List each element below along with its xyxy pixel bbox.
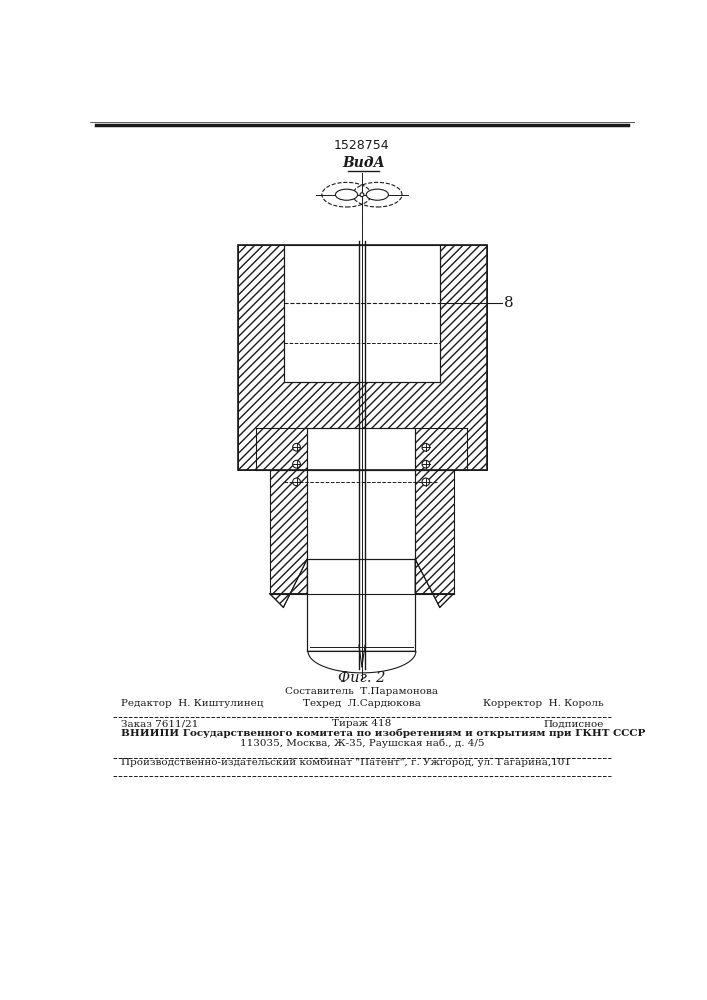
Polygon shape — [269, 470, 308, 594]
Ellipse shape — [366, 189, 388, 200]
Text: Редактор  Н. Киштулинец: Редактор Н. Киштулинец — [121, 699, 264, 708]
Polygon shape — [415, 428, 467, 470]
Text: Корректор  Н. Король: Корректор Н. Король — [483, 699, 604, 708]
Circle shape — [422, 443, 430, 451]
Text: 1528754: 1528754 — [334, 139, 390, 152]
Polygon shape — [284, 245, 440, 382]
Circle shape — [360, 193, 364, 197]
Circle shape — [422, 478, 430, 486]
Text: ВНИИПИ Государственного комитета по изобретениям и открытиям при ГКНТ СССР: ВНИИПИ Государственного комитета по изоб… — [121, 728, 645, 738]
Circle shape — [293, 478, 300, 486]
Polygon shape — [269, 559, 308, 607]
Text: ВидА: ВидА — [342, 156, 385, 170]
Text: Тираж 418: Тираж 418 — [332, 719, 392, 728]
Polygon shape — [308, 559, 415, 651]
Text: Подписное: Подписное — [544, 719, 604, 728]
Text: Производственно-издательский комбинат "Патент", г. Ужгород, ул. Гагарина,101: Производственно-издательский комбинат "П… — [121, 757, 571, 767]
Text: Составитель  Т.Парамонова: Составитель Т.Парамонова — [286, 687, 438, 696]
Circle shape — [422, 460, 430, 468]
Text: 113035, Москва, Ж-35, Раушская наб., д. 4/5: 113035, Москва, Ж-35, Раушская наб., д. … — [240, 738, 484, 748]
Text: 8: 8 — [503, 296, 513, 310]
Circle shape — [293, 443, 300, 451]
Text: Заказ 7611/21: Заказ 7611/21 — [121, 719, 199, 728]
Polygon shape — [308, 651, 416, 673]
Text: Фиг. 2: Фиг. 2 — [338, 671, 385, 685]
Polygon shape — [415, 470, 454, 594]
Polygon shape — [308, 428, 415, 594]
Polygon shape — [415, 559, 454, 607]
Polygon shape — [256, 428, 308, 470]
Polygon shape — [238, 245, 486, 470]
Text: Техред  Л.Сардюкова: Техред Л.Сардюкова — [303, 699, 421, 708]
Ellipse shape — [335, 189, 358, 200]
Circle shape — [293, 460, 300, 468]
